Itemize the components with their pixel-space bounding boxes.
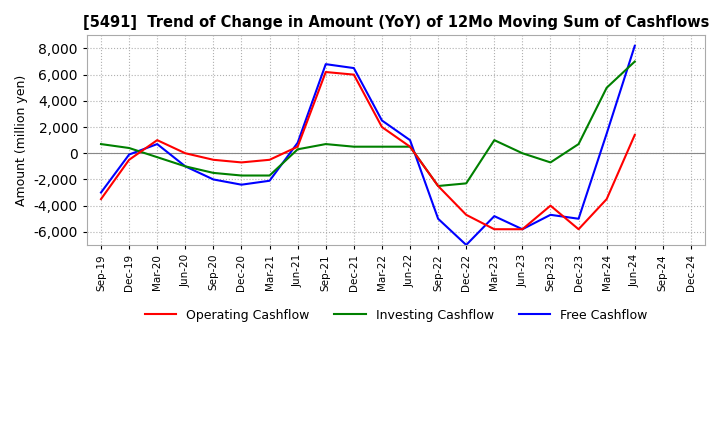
- Operating Cashflow: [575, 227, 583, 232]
- Free Cashflow: [349, 66, 358, 71]
- Investing Cashflow: [433, 183, 442, 189]
- Free Cashflow: [125, 152, 133, 157]
- Free Cashflow: [153, 141, 161, 147]
- Free Cashflow: [603, 131, 611, 136]
- Free Cashflow: [265, 178, 274, 183]
- Operating Cashflow: [546, 203, 555, 208]
- Line: Operating Cashflow: Operating Cashflow: [101, 72, 635, 229]
- Investing Cashflow: [125, 145, 133, 150]
- Free Cashflow: [181, 164, 189, 169]
- Investing Cashflow: [575, 141, 583, 147]
- Investing Cashflow: [96, 141, 105, 147]
- Free Cashflow: [237, 182, 246, 187]
- Investing Cashflow: [181, 164, 189, 169]
- Free Cashflow: [321, 62, 330, 67]
- Investing Cashflow: [237, 173, 246, 178]
- Investing Cashflow: [293, 147, 302, 152]
- Operating Cashflow: [377, 125, 386, 130]
- Free Cashflow: [490, 213, 499, 219]
- Investing Cashflow: [377, 144, 386, 149]
- Free Cashflow: [546, 212, 555, 217]
- Line: Investing Cashflow: Investing Cashflow: [101, 62, 635, 186]
- Operating Cashflow: [153, 138, 161, 143]
- Investing Cashflow: [209, 170, 217, 176]
- Operating Cashflow: [125, 157, 133, 162]
- Operating Cashflow: [209, 157, 217, 162]
- Line: Free Cashflow: Free Cashflow: [101, 46, 635, 245]
- Investing Cashflow: [462, 181, 471, 186]
- Operating Cashflow: [265, 157, 274, 162]
- Operating Cashflow: [405, 144, 414, 149]
- Investing Cashflow: [631, 59, 639, 64]
- Free Cashflow: [433, 216, 442, 221]
- Free Cashflow: [575, 216, 583, 221]
- Operating Cashflow: [631, 132, 639, 138]
- Free Cashflow: [96, 190, 105, 195]
- Investing Cashflow: [546, 160, 555, 165]
- Free Cashflow: [293, 140, 302, 145]
- Free Cashflow: [462, 242, 471, 248]
- Y-axis label: Amount (million yen): Amount (million yen): [15, 74, 28, 206]
- Operating Cashflow: [518, 227, 527, 232]
- Free Cashflow: [518, 227, 527, 232]
- Investing Cashflow: [153, 154, 161, 160]
- Operating Cashflow: [293, 144, 302, 149]
- Free Cashflow: [631, 43, 639, 48]
- Operating Cashflow: [181, 150, 189, 156]
- Operating Cashflow: [237, 160, 246, 165]
- Free Cashflow: [377, 118, 386, 123]
- Investing Cashflow: [349, 144, 358, 149]
- Investing Cashflow: [490, 138, 499, 143]
- Free Cashflow: [405, 138, 414, 143]
- Investing Cashflow: [405, 144, 414, 149]
- Operating Cashflow: [321, 70, 330, 75]
- Operating Cashflow: [433, 183, 442, 189]
- Title: [5491]  Trend of Change in Amount (YoY) of 12Mo Moving Sum of Cashflows: [5491] Trend of Change in Amount (YoY) o…: [83, 15, 709, 30]
- Operating Cashflow: [490, 227, 499, 232]
- Free Cashflow: [209, 177, 217, 182]
- Investing Cashflow: [518, 150, 527, 156]
- Legend: Operating Cashflow, Investing Cashflow, Free Cashflow: Operating Cashflow, Investing Cashflow, …: [140, 304, 652, 327]
- Operating Cashflow: [96, 196, 105, 202]
- Investing Cashflow: [265, 173, 274, 178]
- Operating Cashflow: [462, 212, 471, 217]
- Investing Cashflow: [321, 141, 330, 147]
- Operating Cashflow: [603, 196, 611, 202]
- Operating Cashflow: [349, 72, 358, 77]
- Investing Cashflow: [603, 85, 611, 90]
